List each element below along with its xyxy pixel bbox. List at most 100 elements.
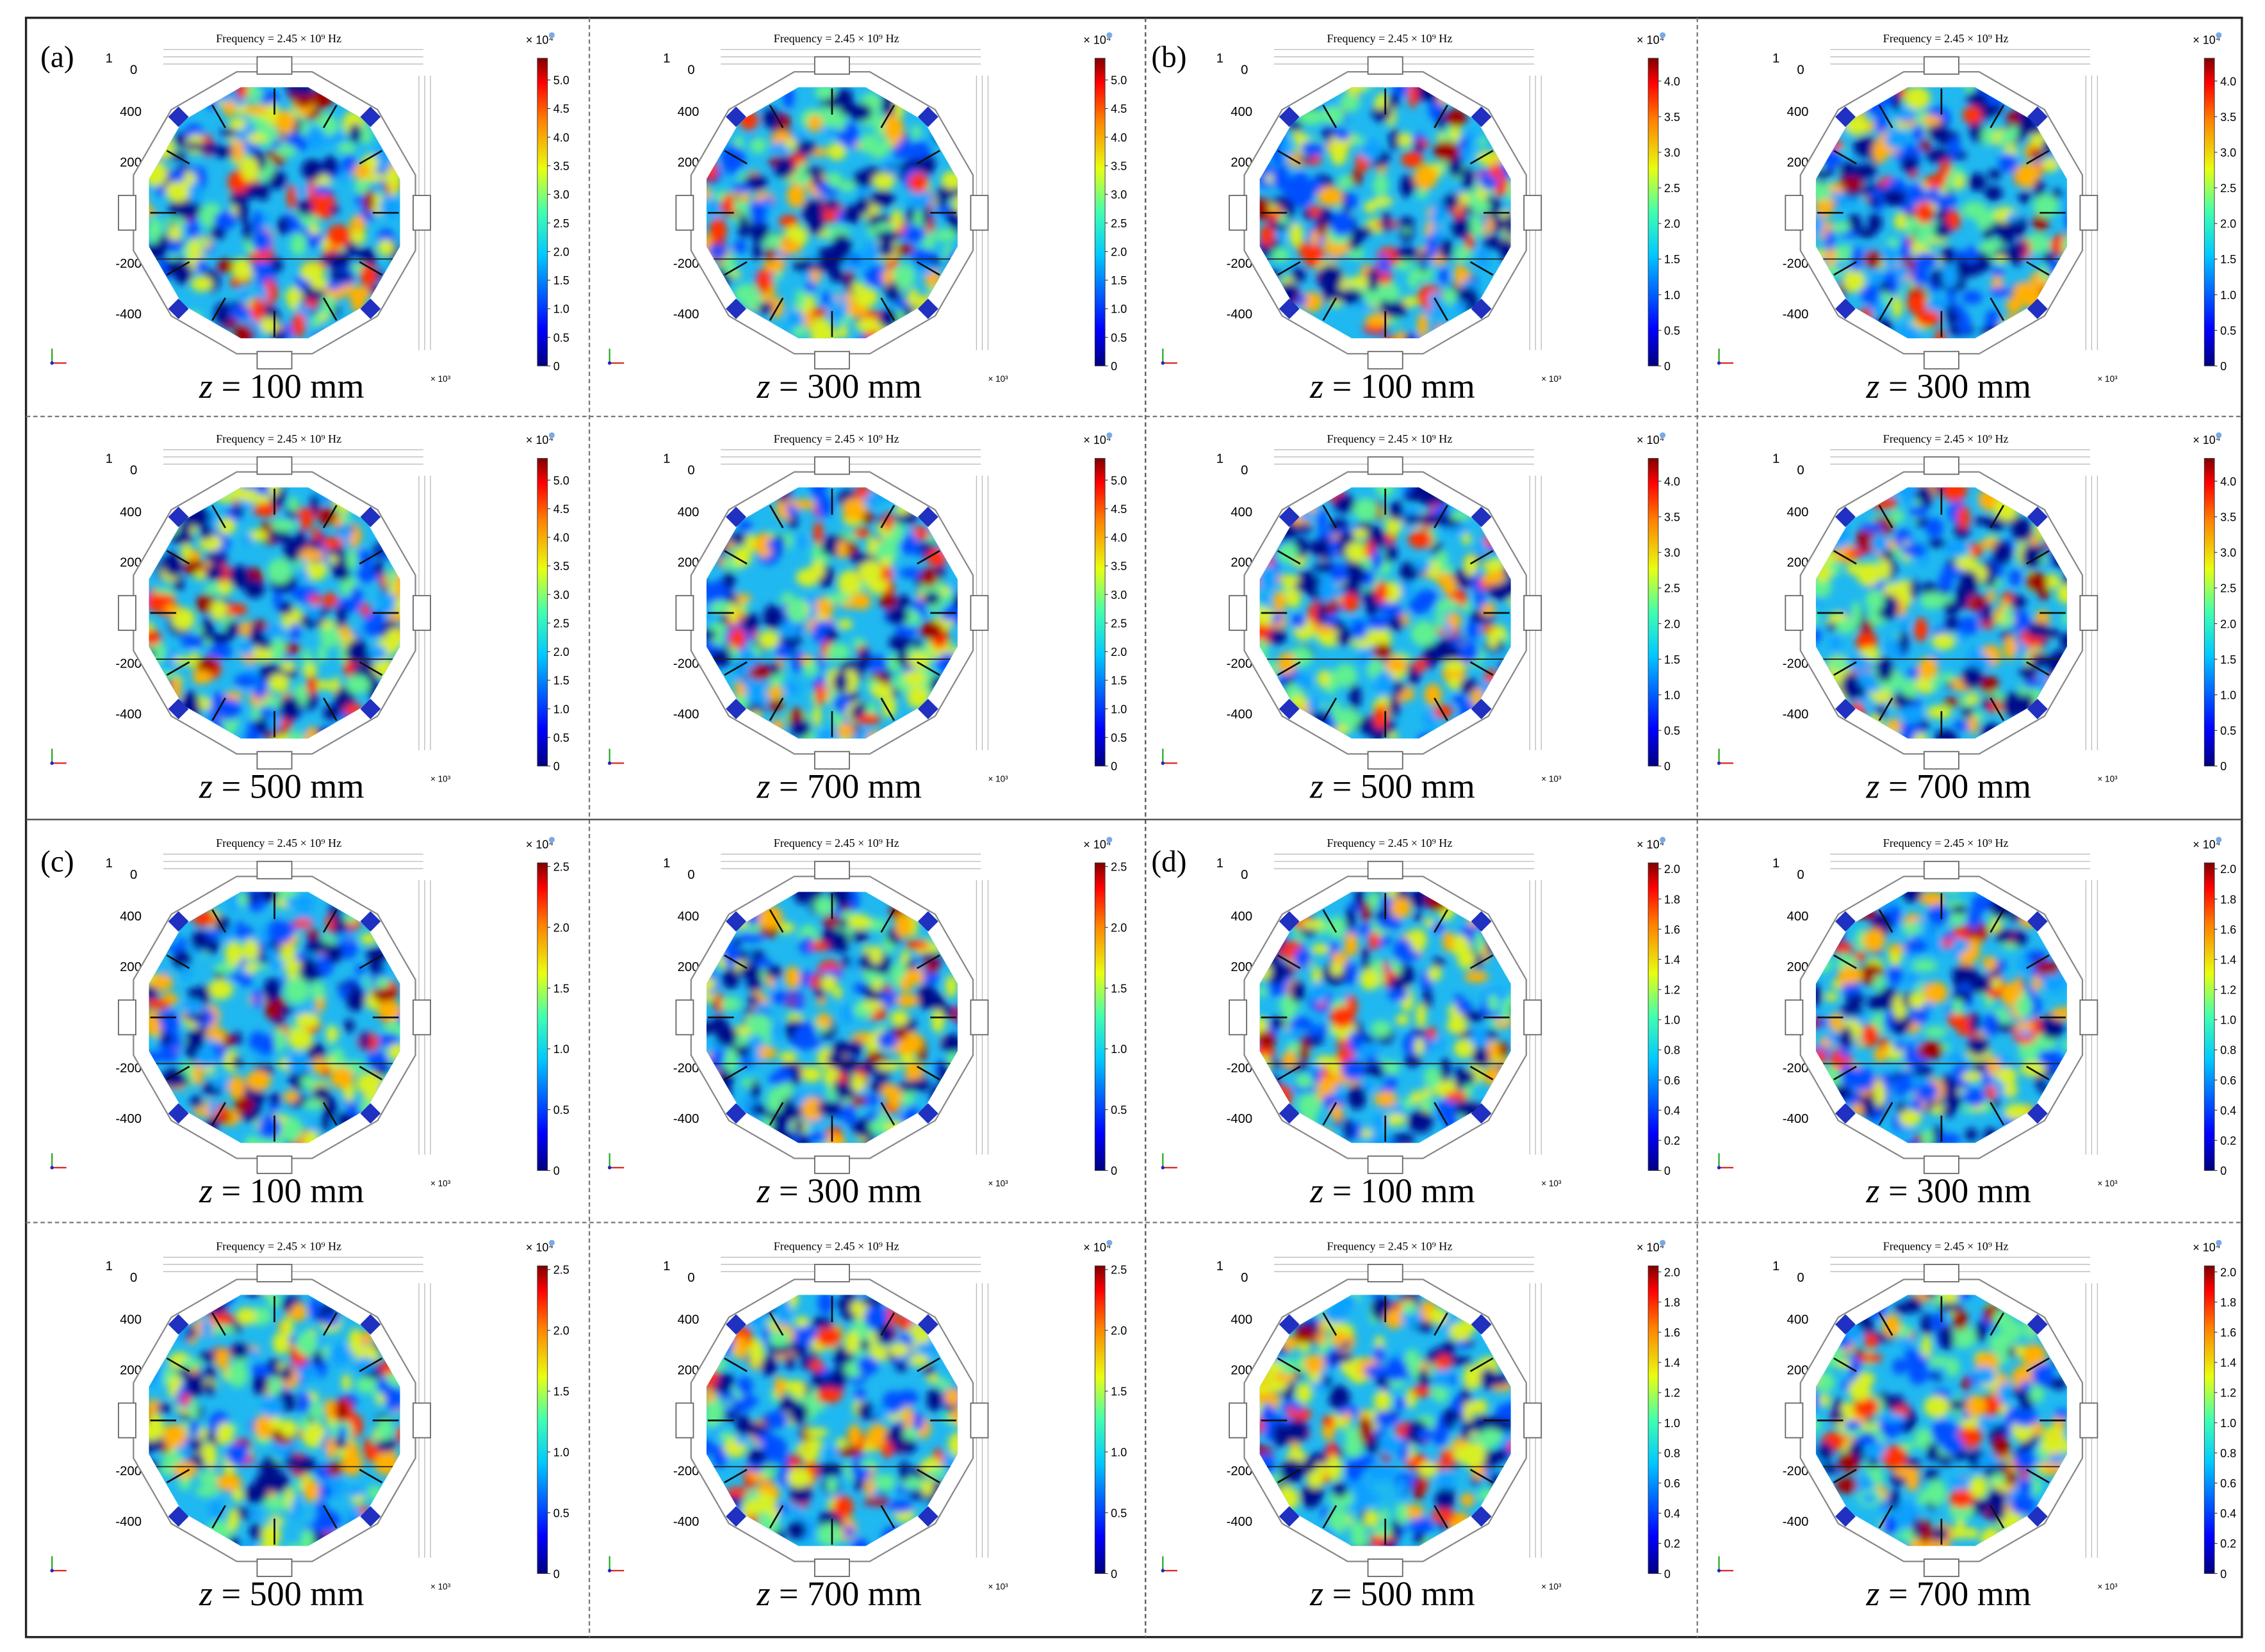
antenna [1833,661,1857,676]
field-blob [247,133,266,144]
field-blob [902,225,926,243]
field-blob [167,225,182,243]
field-blob [2019,956,2031,974]
colorbar-tick-label: 0.6 [2220,1074,2236,1087]
field-blob [310,276,328,290]
field-blob [859,133,878,154]
field-blob [1965,1128,1978,1141]
y-tick-label: 400 [120,910,142,924]
field-blob [749,1342,764,1366]
colorbar [1094,58,1106,366]
field-blob [883,512,894,532]
field-blob [1957,616,1979,635]
colorbar-tick-label: 1.4 [1664,1357,1680,1370]
field-blob [1955,557,1978,571]
field-blob [1917,657,1938,680]
port [256,456,293,475]
antenna [917,261,940,276]
field-blob [850,1300,863,1315]
field-blob [208,632,232,644]
field-blob [2026,622,2050,638]
corner-label: 1 [663,856,670,871]
colorbar-tick-label: 2.0 [2220,863,2236,876]
field-blob [339,173,349,183]
field-blob [1387,1072,1397,1092]
field-blob [389,184,399,196]
port [256,56,293,75]
corner-label: 1 [1772,452,1779,466]
field-blob [1839,1004,1864,1017]
colorbar-tick-label: 3.0 [1664,146,1680,159]
field-blob [1879,559,1891,580]
field-blob [865,265,888,287]
field-blob [240,156,259,182]
field-blob [243,219,252,242]
field-blob [1930,935,1943,957]
field-blob [1383,1060,1400,1075]
field-blob [1945,616,1960,632]
field-blob [1293,673,1312,689]
panel: Frequency = 2.45 × 10⁹ Hz104002000-200-4… [607,1239,1127,1613]
field-blob [243,938,259,961]
field-blob [1927,539,1947,548]
x-scale: × 10³ [1541,374,1562,384]
field-blob [260,317,278,334]
colorbar-tick-label: 1.4 [1664,953,1680,966]
antenna [1277,550,1301,565]
y-tick-label: 200 [678,156,699,170]
field-blob [216,1427,231,1445]
field-blob [1943,540,1970,557]
field-blob [1487,994,1499,1012]
field-blob [294,95,314,108]
field-blob [1389,501,1403,521]
field-blob [1995,928,2013,944]
field-blob [1885,496,1897,510]
field-blob [195,1048,218,1068]
field-blob [332,1047,345,1067]
field-blob [771,991,792,1004]
field-blob [1964,87,1975,93]
field-blob [1373,704,1388,730]
colorbar-tick-label: 2.0 [1111,245,1127,258]
colorbar-tick-label: 1.0 [2220,289,2236,302]
field-blob [226,1443,249,1466]
field-blob [1348,1031,1361,1053]
antenna [166,1065,190,1081]
field-blob [815,495,833,518]
port [118,1402,136,1439]
field-blob [305,929,320,938]
field-blob [187,142,200,151]
field-blob [1307,1470,1324,1489]
z-var: z [1309,367,1323,405]
x-scale: × 10³ [2097,774,2118,784]
field [1815,487,2067,739]
field-blob [824,97,842,109]
corner-label: 1 [663,1259,670,1273]
field-blob [871,1407,892,1418]
field-blob [1482,559,1505,571]
waveguide [1471,299,1492,320]
colorbar-tick-label: 3.0 [1111,589,1127,601]
z-var: z [199,367,213,405]
field-blob [272,1443,291,1455]
port [1923,1155,1959,1174]
field-blob [936,205,951,216]
field-blob [1373,1113,1389,1128]
field-blob [330,1067,354,1089]
colorbar [1094,458,1106,767]
antenna [724,261,748,276]
field-blob [1904,87,1931,110]
field-blob [899,568,922,578]
panel: Frequency = 2.45 × 10⁹ Hz104002000-200-4… [607,432,1127,806]
field-blob [789,1402,808,1425]
field-blob [1962,106,1983,124]
field-blob [187,987,202,1001]
field-blob [894,1027,908,1040]
field-blob [188,238,201,262]
field-blob [283,322,292,339]
colorbar-exponent: × 10⁴ [1637,33,1664,46]
field-blob [1965,653,1991,671]
field-blob [246,1070,272,1091]
field-blob [297,108,312,117]
antenna [1322,297,1337,321]
